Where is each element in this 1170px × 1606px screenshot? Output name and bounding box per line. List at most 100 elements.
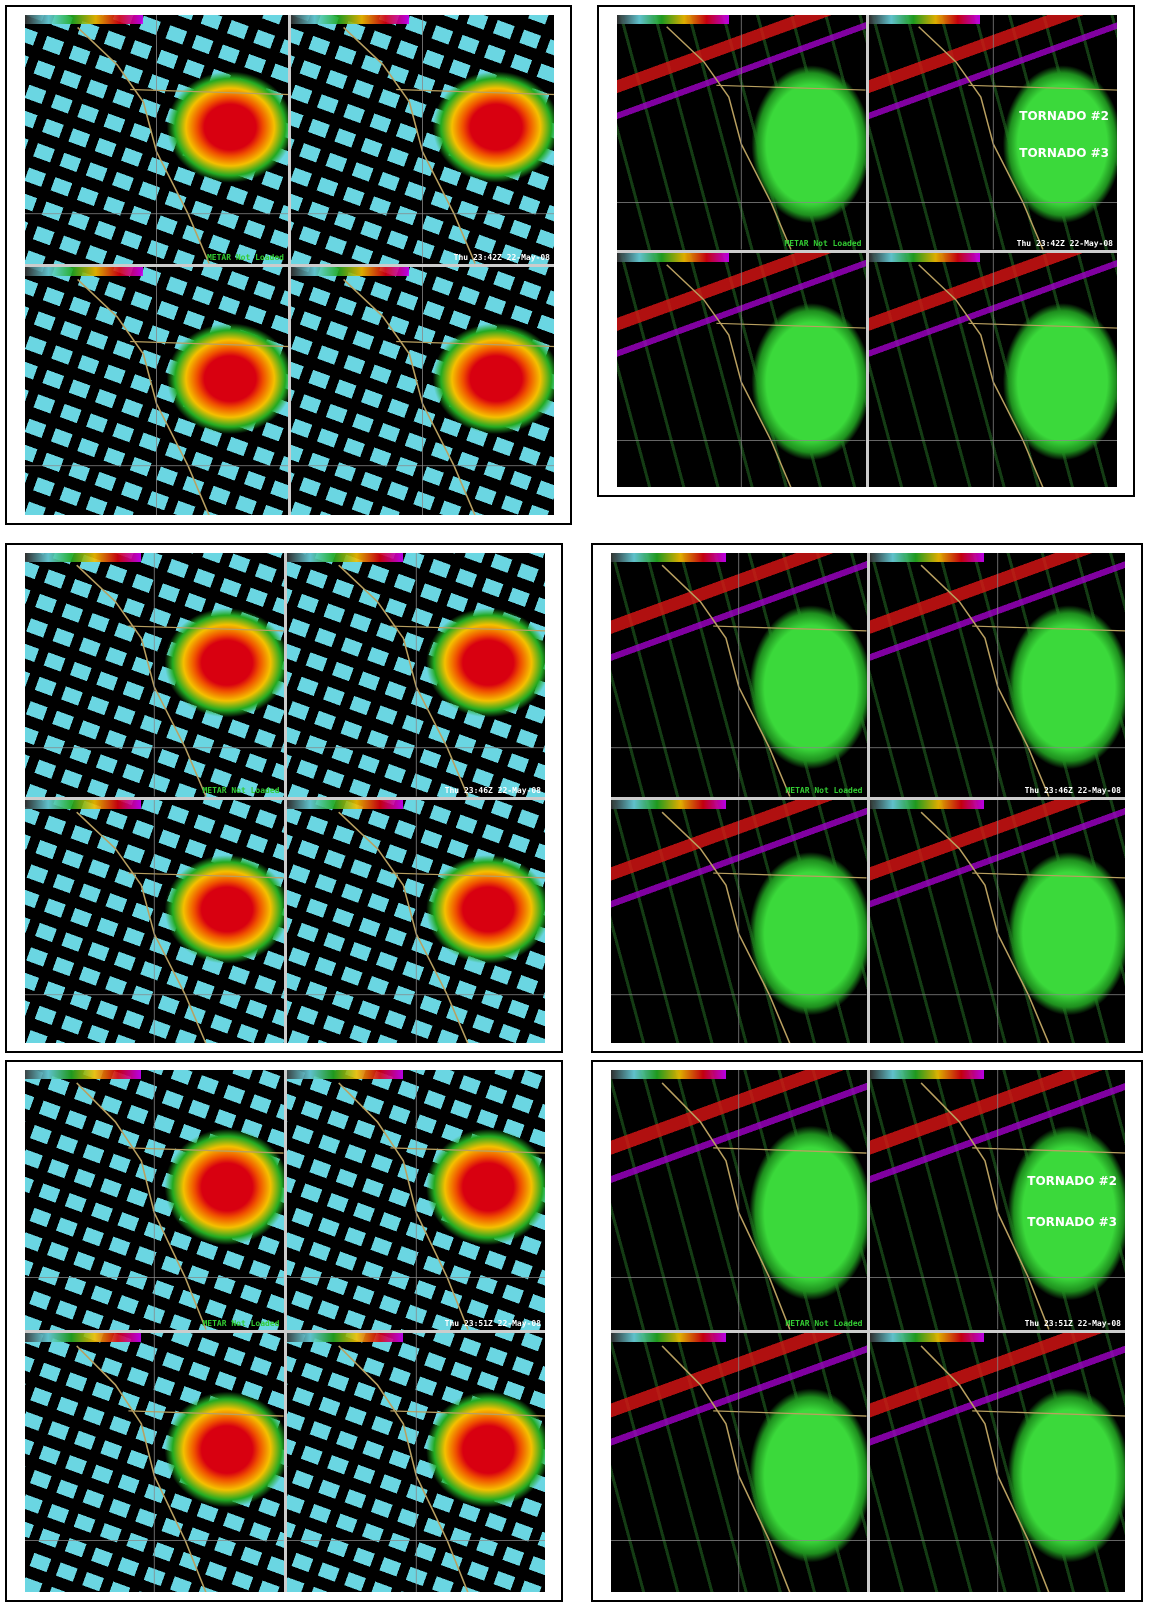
road xyxy=(713,1148,866,1153)
range-ring xyxy=(611,553,867,797)
radar-frame xyxy=(25,800,284,1044)
radar-frame xyxy=(611,800,867,1044)
road xyxy=(396,341,554,346)
road xyxy=(972,873,1125,878)
map-overlay xyxy=(869,253,1118,488)
radar-frame: Thu 23:46Z 22-May-08 xyxy=(870,553,1126,797)
range-ring xyxy=(287,553,546,797)
road xyxy=(128,1148,283,1153)
radar-panel: METAR Not LoadedThu 23:51Z 22-May-08TORN… xyxy=(591,1060,1143,1602)
tornado-label: TORNADO #2 xyxy=(1019,109,1109,123)
frame-caption: METAR Not Loaded xyxy=(784,239,861,248)
range-ring xyxy=(869,15,1118,250)
map-overlay xyxy=(291,267,554,516)
radar-frame: METAR Not Loaded xyxy=(611,553,867,797)
map-overlay xyxy=(287,1070,546,1330)
radar-panel: METAR Not Loaded Thu 23:46Z 22-May-08 xyxy=(5,543,563,1053)
road xyxy=(130,341,288,346)
road xyxy=(713,626,866,631)
radar-frame xyxy=(617,253,866,488)
range-ring xyxy=(611,1333,867,1593)
map-overlay xyxy=(611,1333,867,1593)
map-overlay xyxy=(870,1333,1126,1593)
radar-frame: METAR Not Loaded xyxy=(25,553,284,797)
map-overlay xyxy=(291,15,554,264)
frame-grid: METAR Not LoadedThu 23:51Z 22-May-08TORN… xyxy=(611,1070,1125,1592)
map-overlay xyxy=(25,800,284,1044)
road xyxy=(390,1410,545,1415)
page: (() => { const data = JSON.parse(documen… xyxy=(0,0,1170,1606)
road xyxy=(713,873,866,878)
road xyxy=(662,1083,790,1330)
range-ring xyxy=(25,800,284,1044)
frame-caption: METAR Not Loaded xyxy=(207,253,284,262)
road xyxy=(128,873,283,878)
road xyxy=(77,812,206,1043)
radar-frame: Thu 23:46Z 22-May-08 xyxy=(287,553,546,797)
radar-frame: METAR Not Loaded xyxy=(25,1070,284,1330)
road xyxy=(667,27,791,250)
range-ring xyxy=(617,253,866,488)
range-ring xyxy=(25,267,288,516)
map-overlay xyxy=(287,1333,546,1593)
map-overlay xyxy=(25,1333,284,1593)
road xyxy=(77,1083,206,1330)
road xyxy=(78,279,210,515)
road xyxy=(972,626,1125,631)
frame-grid: METAR Not Loaded Thu 23:46Z 22-May-08 xyxy=(611,553,1125,1043)
radar-panel: METAR Not Loaded Thu 23:46Z 22-May-08 xyxy=(591,543,1143,1053)
frame-caption: METAR Not Loaded xyxy=(785,786,862,795)
frame-caption: Thu 23:51Z 22-May-08 xyxy=(1025,1319,1121,1328)
frame-caption: METAR Not Loaded xyxy=(785,1319,862,1328)
road xyxy=(972,1148,1125,1153)
range-ring xyxy=(611,1070,867,1330)
road xyxy=(918,264,1042,487)
road xyxy=(130,90,288,95)
map-overlay xyxy=(870,800,1126,1044)
road xyxy=(77,565,206,796)
road xyxy=(128,1410,283,1415)
map-overlay xyxy=(870,553,1126,797)
road xyxy=(667,264,791,487)
road xyxy=(390,1148,545,1153)
frame-grid: METAR Not Loaded Thu 23:46Z 22-May-08 xyxy=(25,553,545,1043)
road xyxy=(921,1345,1049,1592)
range-ring xyxy=(870,800,1126,1044)
radar-frame xyxy=(25,1333,284,1593)
road xyxy=(713,1410,866,1415)
road xyxy=(716,85,865,90)
range-ring xyxy=(291,15,554,264)
map-overlay xyxy=(25,15,288,264)
road xyxy=(78,27,210,263)
road xyxy=(390,873,545,878)
radar-frame: METAR Not Loaded xyxy=(611,1070,867,1330)
range-ring xyxy=(870,553,1126,797)
road xyxy=(77,1345,206,1592)
road xyxy=(968,323,1117,328)
map-overlay xyxy=(617,15,866,250)
radar-frame xyxy=(869,253,1118,488)
range-ring xyxy=(617,15,866,250)
radar-frame xyxy=(287,1333,546,1593)
range-ring xyxy=(870,1070,1126,1330)
radar-frame xyxy=(870,800,1126,1044)
map-overlay xyxy=(287,800,546,1044)
frame-caption: Thu 23:46Z 22-May-08 xyxy=(445,786,541,795)
radar-frame: METAR Not Loaded xyxy=(25,15,288,264)
road xyxy=(338,1345,467,1592)
road xyxy=(338,565,467,796)
range-ring xyxy=(25,553,284,797)
map-overlay xyxy=(611,1070,867,1330)
range-ring xyxy=(287,1070,546,1330)
range-ring xyxy=(611,800,867,1044)
map-overlay xyxy=(617,253,866,488)
radar-frame xyxy=(870,1333,1126,1593)
road xyxy=(918,27,1042,250)
road xyxy=(396,90,554,95)
range-ring xyxy=(25,1070,284,1330)
